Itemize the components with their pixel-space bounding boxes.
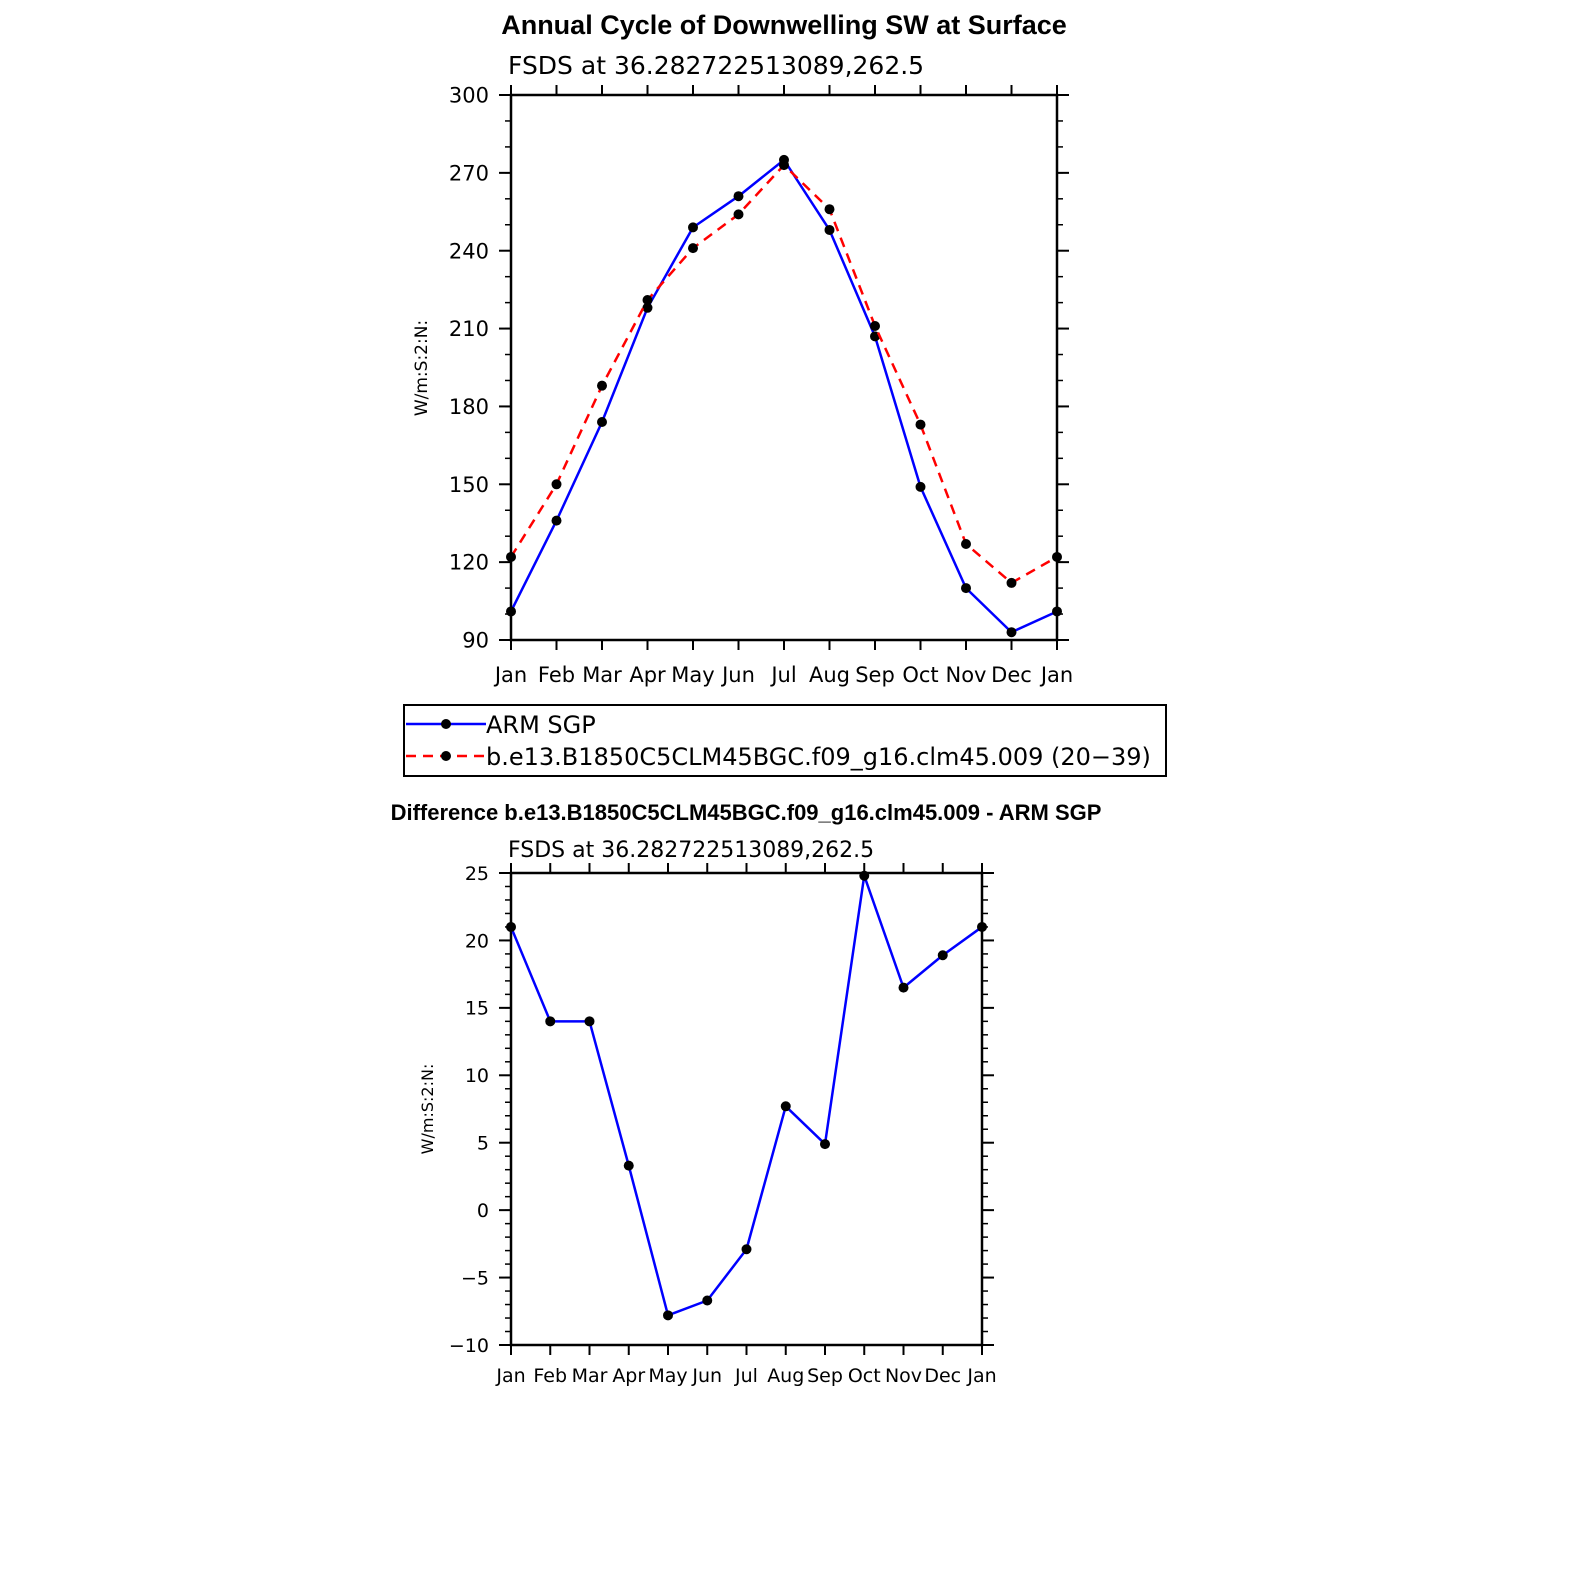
plot-frame — [509, 93, 1059, 642]
y-tick-label: 270 — [449, 161, 489, 185]
legend-label-arm: ARM SGP — [486, 711, 596, 739]
data-point — [977, 921, 987, 932]
data-point — [642, 302, 653, 313]
y-tick-label: 120 — [449, 551, 489, 575]
x-tick-label: Aug — [767, 1365, 804, 1387]
data-point — [898, 982, 909, 993]
plot-frame — [509, 871, 984, 1347]
y-tick-label: 25 — [465, 863, 489, 885]
data-point — [702, 1295, 713, 1306]
y-tick-label: 300 — [449, 84, 489, 108]
data-point — [551, 479, 562, 490]
data-point — [824, 224, 835, 235]
x-tick-label: Feb — [538, 663, 575, 687]
x-tick-label: Jul — [734, 1365, 758, 1387]
data-point — [733, 209, 744, 220]
data-point — [915, 481, 926, 492]
x-tick-label: Aug — [809, 663, 850, 687]
y-tick-label: 90 — [462, 629, 489, 653]
chart1-title: Annual Cycle of Downwelling SW at Surfac… — [501, 10, 1067, 40]
data-point — [961, 583, 971, 594]
x-tick-label: Apr — [629, 663, 666, 687]
x-tick-label: Mar — [582, 663, 622, 687]
data-point — [506, 921, 516, 932]
x-tick-label: Jan — [495, 1365, 525, 1387]
chart2-ylabel: W/m:S:2:N: — [418, 1064, 437, 1155]
legend-marker-model — [441, 751, 451, 761]
data-point — [915, 419, 926, 430]
data-point — [824, 204, 835, 215]
x-tick-label: Dec — [924, 1365, 961, 1387]
x-tick-label: Sep — [855, 663, 895, 687]
x-tick-label: May — [671, 663, 714, 687]
chart1-ylabel: W/m:S:2:N: — [412, 320, 432, 416]
data-point — [545, 1016, 556, 1027]
x-tick-label: Jan — [493, 663, 527, 687]
legend-marker-arm — [441, 719, 451, 729]
chart2-plot: Jan Feb Mar Apr May Jun Jul Aug Sep Oct Nov Dec Jan−… — [449, 863, 997, 1387]
y-tick-label: 10 — [465, 1065, 489, 1087]
x-tick-label: Jun — [691, 1365, 722, 1387]
x-tick-label: Jan — [1039, 663, 1073, 687]
data-point — [584, 1016, 595, 1027]
x-tick-label: Feb — [533, 1365, 567, 1387]
x-tick-label: Mar — [572, 1365, 608, 1387]
x-tick-label: Jan — [966, 1365, 996, 1387]
data-point — [1006, 627, 1017, 638]
data-point — [780, 1101, 791, 1112]
y-tick-label: 240 — [449, 239, 489, 263]
chart2-subtitle: FSDS at 36.282722513089,262.5 — [508, 838, 874, 863]
y-tick-label: −10 — [449, 1335, 489, 1357]
x-tick-label: Oct — [902, 663, 938, 687]
y-tick-label: 0 — [477, 1200, 489, 1222]
x-tick-label: Sep — [807, 1365, 843, 1387]
data-point — [820, 1139, 830, 1150]
series-line-0 — [509, 158, 1058, 634]
series-line-1 — [509, 163, 1058, 585]
data-point — [961, 538, 971, 549]
x-tick-label: Apr — [612, 1365, 645, 1387]
x-tick-label: Oct — [848, 1365, 881, 1387]
data-point — [688, 222, 698, 233]
data-point — [642, 295, 653, 306]
legend-label-model: b.e13.B1850C5CLM45BGC.f09_g16.clm45.009 … — [486, 743, 1151, 771]
x-tick-label: May — [648, 1365, 687, 1387]
chart1-subtitle: FSDS at 36.282722513089,262.5 — [508, 51, 924, 80]
data-point — [506, 606, 516, 617]
data-point — [1052, 551, 1062, 562]
data-point — [859, 870, 870, 881]
x-tick-label: Jun — [720, 663, 755, 687]
y-tick-label: 5 — [477, 1133, 489, 1155]
legend: ARM SGP b.e13.B1850C5CLM45BGC.f09_g16.cl… — [403, 704, 1167, 777]
y-tick-label: 150 — [449, 473, 489, 497]
data-point — [1006, 577, 1017, 588]
legend-box — [403, 704, 1167, 777]
data-point — [937, 950, 948, 961]
data-point — [597, 417, 607, 427]
y-tick-label: 210 — [449, 317, 489, 341]
data-point — [779, 160, 789, 171]
chart1-plot: Jan Feb Mar Apr May Jun Jul Aug Sep Oct Nov Dec Jan9… — [449, 84, 1073, 687]
data-point — [870, 320, 880, 331]
data-point — [597, 380, 607, 391]
data-point — [688, 243, 698, 254]
x-tick-label: Dec — [991, 663, 1032, 687]
y-tick-label: 15 — [465, 998, 489, 1020]
data-point — [506, 551, 516, 562]
y-tick-label: −5 — [461, 1267, 489, 1289]
data-point — [741, 1244, 752, 1255]
data-point — [733, 191, 744, 202]
data-point — [551, 515, 562, 526]
data-point — [1052, 606, 1062, 617]
data-point — [663, 1310, 673, 1321]
y-tick-label: 180 — [449, 395, 489, 419]
data-point — [623, 1160, 634, 1171]
chart2-title: Difference b.e13.B1850C5CLM45BGC.f09_g16… — [391, 800, 1102, 825]
x-tick-label: Jul — [769, 663, 796, 687]
x-tick-label: Nov — [946, 663, 987, 687]
y-tick-label: 20 — [465, 930, 489, 952]
x-tick-label: Nov — [885, 1365, 922, 1387]
